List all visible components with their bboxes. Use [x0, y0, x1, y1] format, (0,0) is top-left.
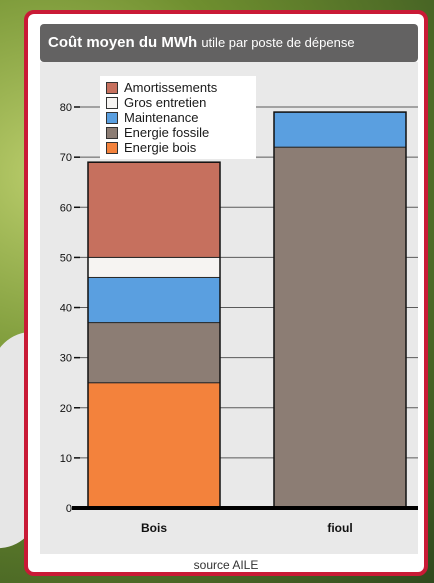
bar-segment	[273, 146, 407, 509]
legend-item: Gros entretien	[106, 95, 250, 110]
legend-swatch	[106, 81, 118, 94]
y-tick-label: 80	[60, 102, 72, 114]
bar-segment	[87, 276, 221, 324]
legend-label: Amortissements	[124, 80, 218, 95]
legend-item: Maintenance	[106, 110, 250, 125]
legend-label: Gros entretien	[124, 95, 207, 110]
legend-item: Amortissements	[106, 80, 250, 95]
y-tick-label: 20	[60, 403, 72, 415]
y-tick-label: 0	[66, 503, 72, 515]
y-tick-label: 30	[60, 353, 72, 365]
legend-item: Energie bois	[106, 140, 250, 155]
legend-swatch	[106, 126, 118, 139]
y-tick-label: 60	[60, 202, 72, 214]
x-category-label: Bois	[141, 521, 167, 535]
chart-legend: Amortissements Gros entretien Maintenance E…	[100, 76, 256, 159]
bar-segment	[87, 256, 221, 278]
y-tick-label: 10	[60, 453, 72, 465]
y-tick-label: 50	[60, 252, 72, 264]
legend-label: Energie bois	[124, 140, 197, 155]
bar-segment	[87, 382, 221, 509]
legend-swatch	[106, 96, 118, 109]
y-tick-label: 70	[60, 152, 72, 164]
chart-source: source AILE	[193, 558, 259, 572]
bar-segment	[87, 161, 221, 258]
chart-plot: 0 10 20 30 40 50 60 70 80 Bois fioul	[60, 102, 418, 535]
chart-title-bold: Coût moyen du MWh	[48, 34, 198, 51]
chart-title: Coût moyen du MWh utile par poste de dép…	[40, 24, 418, 62]
bar-segment	[273, 111, 407, 148]
chart-panel: 0 10 20 30 40 50 60 70 80 Bois fioul Amortissement…	[40, 62, 418, 554]
chart-card: Coût moyen du MWh utile par poste de dép…	[24, 10, 428, 576]
chart-title-rest: utile par poste de dépense	[201, 35, 355, 50]
legend-label: Energie fossile	[124, 125, 210, 140]
legend-label: Maintenance	[124, 110, 199, 125]
legend-item: Energie fossile	[106, 125, 250, 140]
legend-swatch	[106, 141, 118, 154]
bar-segment	[87, 322, 221, 384]
y-tick-label: 40	[60, 303, 72, 315]
x-category-label: fioul	[327, 521, 352, 535]
legend-swatch	[106, 111, 118, 124]
